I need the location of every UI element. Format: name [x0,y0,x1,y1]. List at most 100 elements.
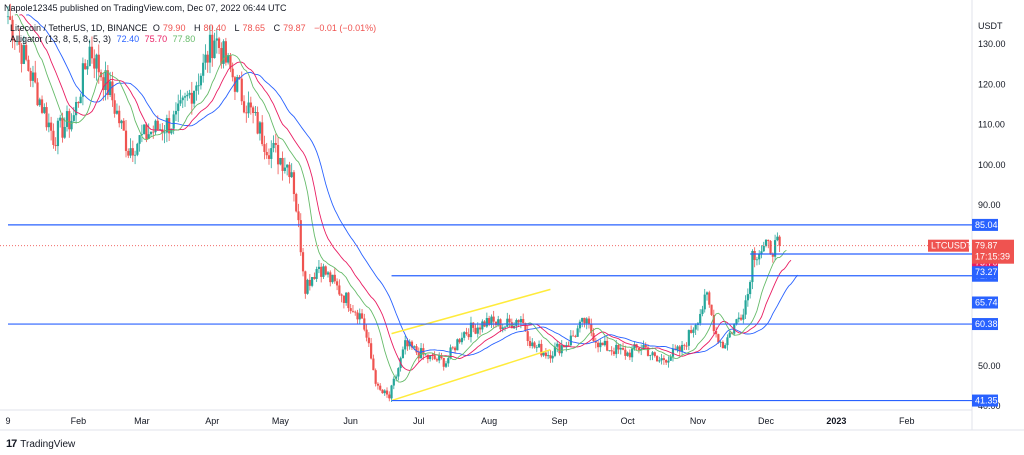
candle-body [655,356,659,362]
candle-body [281,157,284,171]
candle-body [642,344,645,349]
candle-body [136,143,139,155]
candle-body [168,118,171,134]
x-tick-label: May [272,416,290,426]
candle-body [199,75,203,86]
candle-body [397,368,400,377]
candle-body [335,281,339,286]
candle-body [576,328,579,337]
candle-body [279,157,282,165]
candle-body [102,77,105,90]
candle-body [31,72,35,81]
candle-body [601,342,604,346]
candle-body [626,352,629,356]
candle-body [183,96,187,98]
candle-body [315,269,318,279]
candle-body [45,107,48,128]
candle-body [531,342,534,347]
candle-body [122,120,125,131]
x-tick-label: Sep [551,416,567,426]
candle-body [70,120,73,130]
candle-body [776,236,779,241]
tradingview-brand: TradingView [20,438,76,450]
candle-body [590,324,593,334]
candle-body [390,385,393,399]
candle-body [660,358,663,361]
candle-body [113,100,116,114]
candle-body [370,343,373,359]
candle-body [127,150,130,156]
candle-body [517,320,520,323]
candle-body [680,344,684,352]
candle-body [11,19,14,41]
candle-body [578,321,582,329]
alligator-legend: Alligator (13, 8, 5, 8, 5, 3) 72.40 75.7… [10,34,198,44]
candle-body [503,326,507,328]
candle-body [29,70,32,81]
candle-body [43,107,46,113]
candle-body [254,112,257,114]
candle-body [478,327,482,330]
candle-body [724,345,727,349]
candle-body [245,112,248,114]
candle-body [572,335,575,337]
ohlc-low: L 78.65 [234,23,266,33]
candle-body [515,320,518,326]
candle-body [404,340,407,350]
x-tick-label: Mar [134,416,150,426]
candle-body [247,102,250,114]
candle-body [583,317,586,324]
alligator-label: Alligator (13, 8, 5, 8, 5, 3) [10,34,112,44]
candle-body [710,304,713,315]
candle-body [249,102,252,108]
candle-body [603,340,606,346]
candle-body [535,347,538,349]
candle-body [533,342,536,348]
level-price-badge [972,218,998,231]
y-axis-unit: USDT [978,21,1003,31]
candle-body [453,347,457,351]
candle-body [65,111,69,127]
candle-body [152,131,155,133]
candle-body [413,346,416,348]
candle-body [320,266,323,277]
candle-body [449,347,452,359]
candle-body [685,345,688,347]
candle-body [615,344,618,355]
candle-body [104,70,107,90]
candle-body [354,311,357,313]
candle-body [165,118,168,133]
candle-body [383,390,386,394]
candle-body [719,341,722,343]
candle-body [506,318,509,327]
candle-body [286,164,289,168]
candle-body [79,96,82,104]
candle-body [47,122,50,128]
candle-body [190,92,193,104]
candle-body [295,194,298,212]
candle-body [544,352,547,357]
candle-body [712,314,715,332]
candle-body [547,355,550,357]
candle-body [149,131,153,135]
y-tick-label: 110.00 [978,120,1005,130]
candle-body [50,122,53,131]
candle-body [456,339,459,351]
candle-body [292,172,296,195]
candle-body [263,144,266,152]
candle-body [256,112,259,134]
candle-body [227,55,230,63]
candle-body [267,155,271,159]
candle-body [476,327,479,334]
candles [6,3,781,402]
candle-body [120,120,123,124]
candle-body [358,313,361,320]
y-tick-label: 90.00 [978,200,1001,210]
ohlc-open: O 79.90 [152,23,186,33]
candle-body [372,358,375,371]
candle-body [93,58,96,69]
candle-body [755,259,759,261]
candle-body [551,355,554,359]
candle-body [690,330,693,333]
